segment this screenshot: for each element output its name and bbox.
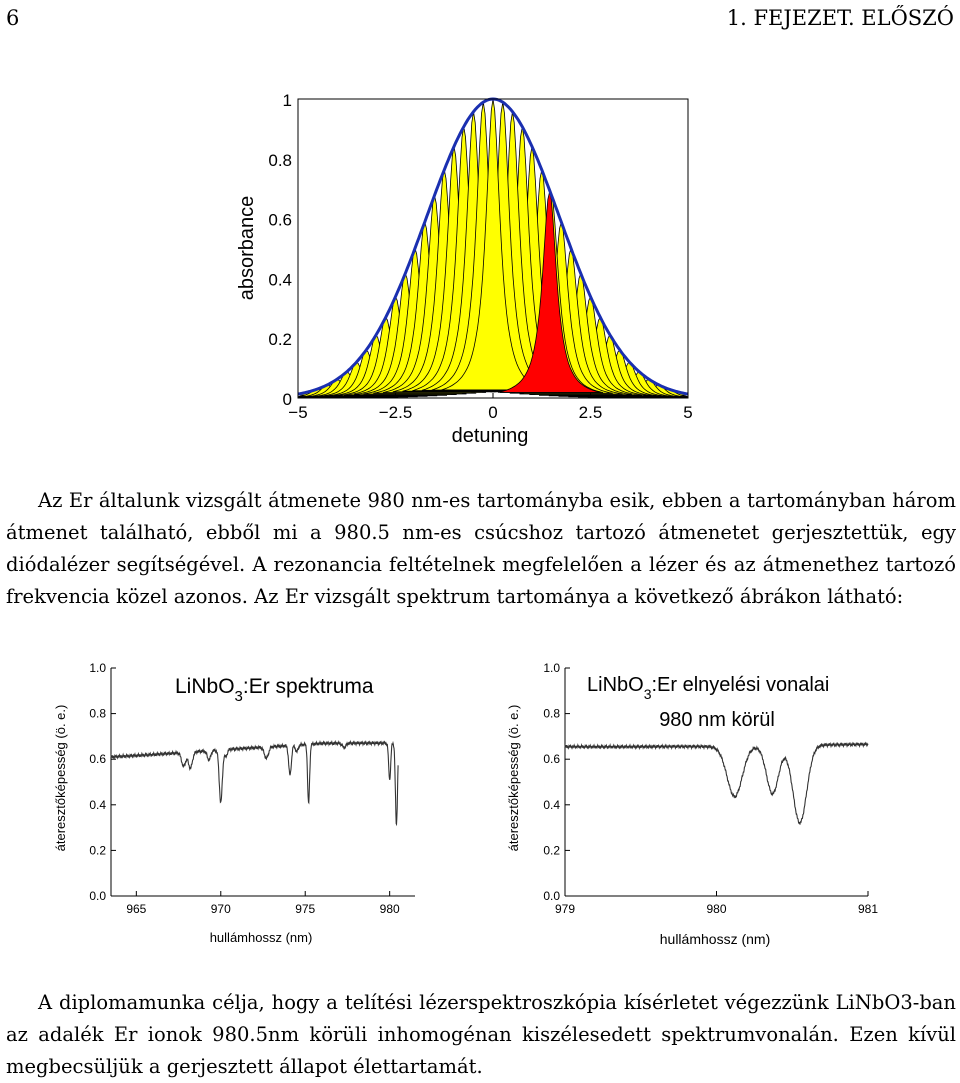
x-axis-label: hullámhossz (nm) [210,930,313,945]
y-tick-label: 1.0 [543,661,560,675]
y-tick-label: 0.2 [268,330,292,349]
y-tick-label: 0.4 [268,270,292,289]
paragraph-goal: A diplomamunka célja, hogy a telítési lé… [6,987,956,1083]
absorbance-chart: 0 0.2 0.4 0.6 0.8 1 −5 −2.5 0 2.5 5 absorbance det… [236,91,693,447]
page-number: 6 [6,6,20,30]
y-tick-label: 0.4 [543,798,560,812]
spectrum-line [110,739,399,827]
x-tick-label: −2.5 [379,403,413,422]
y-tick-label: 1 [283,91,292,110]
x-axis-label: detuning [452,425,529,447]
x-tick-label: 980 [380,902,400,916]
y-tick-label: 0.0 [543,889,560,903]
paragraph-text: A diplomamunka célja, hogy a telítési lé… [6,991,956,1078]
page-header: 6 1. FEJEZET. ELŐSZÓ [6,6,954,36]
chapter-title: 1. FEJEZET. ELŐSZÓ [726,6,954,30]
y-tick-label: 0.2 [89,843,106,857]
y-axis-label: absorbance [236,196,258,301]
chart-subtitle: 980 nm körül [659,709,775,731]
x-tick-label: 0 [488,403,497,422]
chart-title: LiNbO3:Er elnyelési vonalai [587,674,829,702]
y-tick-label: 0.8 [89,707,106,721]
y-tick-label: 0.0 [89,889,106,903]
y-tick-label: 0.2 [543,843,560,857]
plot-area [297,97,689,399]
x-tick-label: 2.5 [579,403,603,422]
x-tick-label: 965 [126,902,146,916]
y-axis-label: áteresztőképesség (ö. e.) [506,705,521,852]
y-axis-label: áteresztőképesség (ö. e.) [53,705,68,852]
y-tick-label: 0.6 [268,211,292,230]
y-tick-label: 0.6 [89,752,106,766]
x-tick-label: 979 [555,902,575,916]
y-tick-label: 0.8 [543,707,560,721]
chart-title: LiNbO3:Er spektruma [175,675,374,705]
spectrum-line [564,741,869,825]
y-tick-label: 0.8 [268,151,292,170]
x-tick-label: 5 [683,403,692,422]
y-tick-label: 0.4 [89,798,106,812]
absorption-lines-chart: 0.0 0.2 0.4 0.6 0.8 1.0 979 980 981 LiNbO3:Er el… [506,661,878,947]
y-tick-label: 0 [283,390,292,409]
paragraph-text: Az Er általunk vizsgált átmenete 980 nm-… [6,489,956,608]
paragraph-intro: Az Er általunk vizsgált átmenete 980 nm-… [6,485,956,613]
x-tick-label: 981 [858,902,878,916]
x-tick-label: 975 [295,902,315,916]
axes: 0.0 0.2 0.4 0.6 0.8 1.0 965 970 975 980 [89,661,415,916]
axes: 0 0.2 0.4 0.6 0.8 1 −5 −2.5 0 2.5 5 [268,91,692,422]
transmission-spectrum-chart: 0.0 0.2 0.4 0.6 0.8 1.0 965 970 975 980 LiNbO3:Er… [53,661,415,945]
x-axis-label: hullámhossz (nm) [660,931,770,947]
x-tick-label: 980 [706,902,726,916]
x-tick-label: 970 [211,902,231,916]
x-tick-label: −5 [288,403,307,422]
y-tick-label: 1.0 [89,661,106,675]
axes: 0.0 0.2 0.4 0.6 0.8 1.0 979 980 981 [543,661,878,916]
y-tick-label: 0.6 [543,752,560,766]
